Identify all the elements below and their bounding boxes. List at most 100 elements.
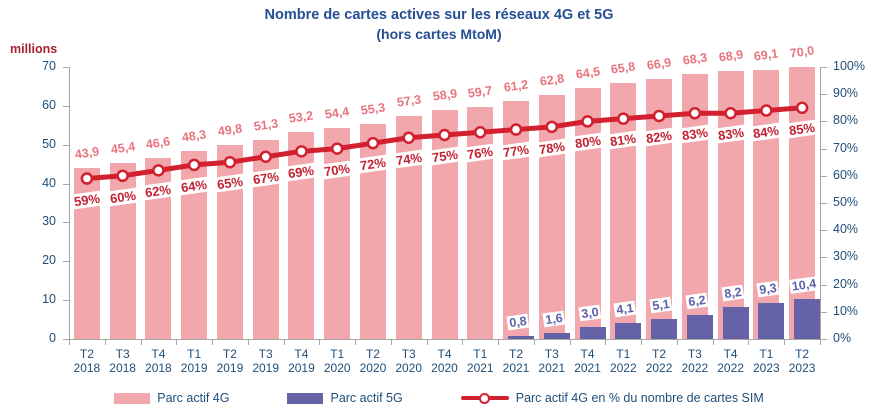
left-axis-tick-label: 30 [42,214,56,229]
x-axis-tick [820,339,821,345]
bar-5g [758,302,785,339]
bar-label-4g: 43,9 [71,144,102,163]
bar-label-4g: 62,8 [536,71,567,89]
bar-label-4g: 54,4 [322,103,353,122]
x-axis-tick [533,339,535,345]
legend-label-4g: Parc actif 4G [157,391,230,405]
legend-swatch-4g-icon [114,392,151,404]
bar-label-4g: 61,2 [501,77,532,96]
x-tick-label: T4 2020 [431,347,458,375]
bar-label-4g: 46,6 [143,134,174,152]
right-axis-tick-label: 70% [833,140,859,155]
x-axis-tick [784,339,786,345]
right-axis-tick-label: 80% [833,113,859,128]
x-tick-label: T3 2020 [395,347,423,375]
bar-label-4g: 68,3 [679,49,710,68]
x-axis-tick [140,339,142,345]
bar-label-4g: 64,5 [572,64,603,83]
right-axis-tick-label: 100% [833,59,865,73]
x-tick-label: T1 2020 [323,347,351,375]
x-tick-label: T2 2018 [73,347,101,375]
left-axis-tick [63,144,69,146]
x-tick-label: T3 2019 [252,347,280,375]
left-axis-tick-label: 40 [42,175,56,190]
x-axis-tick [605,339,607,345]
left-axis-tick-label: 20 [42,253,56,268]
right-axis-tick-label: 0% [833,331,852,345]
bar-4g [574,88,601,339]
bar-5g [651,319,678,339]
x-tick-label: T3 2021 [538,347,566,375]
bar-5g [686,314,713,339]
bar-5g [508,335,535,339]
left-axis-tick-label: 0 [49,331,56,345]
right-axis-tick-label: 30% [833,249,859,264]
bar-label-4g: 55,3 [357,100,388,119]
bar-label-4g: 48,3 [179,127,210,146]
x-tick-label: T1 2019 [180,347,208,375]
bar-label-4g: 58,9 [429,86,460,105]
x-axis-tick [176,339,178,345]
bar-5g [543,332,570,339]
x-axis-tick [569,339,571,345]
bar-label-4g: 68,9 [715,47,746,66]
bar-5g [579,327,606,339]
x-tick-label: T2 2020 [359,347,387,375]
x-axis-tick [283,339,285,345]
left-axis-tick-label: 60 [42,97,56,112]
x-tick-label: T2 2023 [788,347,816,375]
bar-label-4g: 59,7 [465,83,496,101]
left-axis-tick [63,339,69,340]
chart-legend: Parc actif 4G Parc actif 5G Parc actif 4… [0,391,878,405]
bar-label-5g: 9,3 [756,280,780,298]
bar-label-4g: 57,3 [393,92,424,111]
bar-label-4g: 69,1 [751,46,782,65]
x-tick-label: T4 2021 [574,347,601,375]
x-tick-label: T1 2022 [609,347,637,375]
legend-swatch-5g-icon [287,392,324,404]
x-axis-tick [641,339,643,345]
right-axis-tick-label: 10% [833,303,859,318]
x-axis-tick [462,339,464,345]
x-tick-label: T2 2021 [502,347,530,375]
x-axis-line [63,339,826,340]
left-axis-tick [63,261,69,263]
left-axis-tick-label: 10 [42,292,56,307]
x-tick-label: T4 2019 [288,347,315,375]
x-axis-tick [390,339,392,345]
bar-4g [467,107,494,339]
right-axis-tick-label: 20% [833,276,859,291]
legend-label-line: Parc actif 4G en % du nombre de cartes S… [515,391,764,405]
x-tick-label: T1 2021 [466,347,494,375]
bar-4g [431,110,458,339]
bar-label-5g: 1,6 [542,310,566,328]
right-axis-tick [820,257,827,259]
x-axis-tick [426,339,428,345]
x-tick-label: T4 2018 [145,347,172,375]
x-axis-tick [712,339,714,345]
x-axis-tick [212,339,214,345]
bar-label-4g: 51,3 [250,115,281,134]
legend-label-5g: Parc actif 5G [330,391,403,405]
bar-4g [324,127,351,339]
bar-4g [538,94,565,339]
left-axis-tick [63,300,69,302]
x-tick-label: T1 2023 [752,347,780,375]
left-axis-tick [63,67,69,68]
bar-5g [615,323,642,339]
chart-header: Nombre de cartes actives sur les réseaux… [0,6,878,43]
right-axis-tick-label: 60% [833,167,859,182]
x-axis-tick [676,339,678,345]
bar-4g [503,101,530,339]
right-axis-tick [820,175,827,177]
x-axis-tick [498,339,500,345]
x-tick-label: T2 2019 [216,347,244,375]
right-axis-tick [820,67,827,68]
legend-line-marker-icon [460,392,509,404]
x-tick-label: T3 2022 [681,347,709,375]
x-axis-tick [104,339,106,345]
right-axis-tick [820,148,827,150]
right-axis-tick [820,94,827,96]
x-tick-label: T3 2018 [109,347,136,375]
